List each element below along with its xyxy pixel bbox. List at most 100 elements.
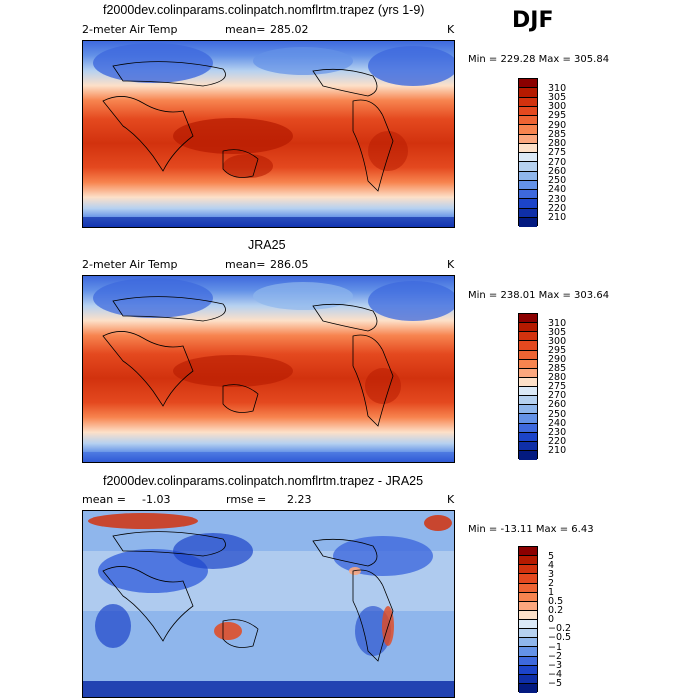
panel1-colorbar-tick: 285 <box>548 128 567 140</box>
panel3-colorbar-swatch <box>519 583 537 593</box>
panel1-units: K <box>447 23 455 36</box>
panel3-colorbar-swatch <box>519 574 537 584</box>
panel3-colorbar-tick: −5 <box>548 677 563 689</box>
panel3-colorbar-tick: 4 <box>548 559 555 571</box>
panel2-colorbar-tick: 280 <box>548 372 567 384</box>
panel2-colorbar-tick: 230 <box>548 426 567 438</box>
panel1-colorbar-swatch <box>519 190 537 200</box>
panel2-colorbar <box>518 313 538 460</box>
panel1-colorbar-swatch <box>519 171 537 181</box>
panel1-colorbar-swatch <box>519 208 537 218</box>
panel3-colorbar-swatch <box>519 674 537 684</box>
panel2-colorbar-tick: 295 <box>548 344 567 356</box>
panel1-colorbar-tick: 300 <box>548 101 567 112</box>
panel2-minmax: Min = 238.01 Max = 303.64 <box>468 290 610 301</box>
panel3-colorbar-swatch <box>519 656 537 666</box>
panel1-colorbar-swatch <box>519 199 537 209</box>
panel1-colorbar-swatch <box>519 97 537 107</box>
panel3-colorbar-swatch <box>519 683 537 693</box>
panel1-colorbar-tick: 220 <box>548 202 567 214</box>
panel2-mean-value: 286.05 <box>270 258 309 271</box>
panel2-colorbar-swatch <box>519 323 537 333</box>
panel3-colorbar-swatch <box>519 547 537 557</box>
panel1-colorbar-tick: 250 <box>548 175 567 186</box>
panel2-map-plot <box>83 276 454 462</box>
panel1-colorbar-tick: 280 <box>548 138 567 149</box>
panel1-colorbar-swatch <box>519 106 537 116</box>
panel1-colorbar <box>518 78 538 227</box>
panel3-colorbar-tick: −4 <box>548 668 563 680</box>
panel2-colorbar-swatch <box>519 432 537 442</box>
panel2-colorbar-tick: 250 <box>548 408 567 420</box>
panel2-colorbar-swatch <box>519 405 537 415</box>
panel3-colorbar-tick: 2 <box>548 577 555 589</box>
panel1-colorbar-swatch <box>519 162 537 172</box>
panel2-colorbar-swatch <box>519 414 537 424</box>
panel2-title: JRA25 <box>248 238 286 252</box>
panel2-colorbar-tick: 285 <box>548 363 567 374</box>
panel3-colorbar-tick: 5 <box>548 550 555 562</box>
panel3-colorbar-tick: −1 <box>548 641 563 653</box>
panel1-colorbar-tick: 290 <box>548 119 567 131</box>
panel1-colorbar-tick: 270 <box>548 156 567 168</box>
panel3-colorbar-tick: −3 <box>548 659 563 671</box>
panel3-map <box>82 510 455 698</box>
panel3-mean-value: -1.03 <box>142 493 171 506</box>
panel2-colorbar-swatch <box>519 350 537 360</box>
panel1-colorbar-swatch <box>519 134 537 144</box>
panel3-colorbar-swatch <box>519 601 537 611</box>
panel1-colorbar-swatch <box>519 217 537 227</box>
panel2-units: K <box>447 258 455 271</box>
panel3-map-plot <box>83 511 454 697</box>
panel1-colorbar-swatch <box>519 125 537 135</box>
panel1-colorbar-tick: 305 <box>548 91 567 103</box>
panel1-title: f2000dev.colinparams.colinpatch.nomflrtm… <box>103 3 425 17</box>
panel1-colorbar-tick: 295 <box>548 110 567 122</box>
panel3-colorbar-swatch <box>519 556 537 566</box>
panel1-colorbar-tick: 310 <box>548 82 567 94</box>
panel2-colorbar-swatch <box>519 450 537 460</box>
panel2-colorbar-swatch <box>519 441 537 451</box>
panel1-mean-label: mean= <box>225 23 266 36</box>
panel3-colorbar-swatch <box>519 620 537 630</box>
panel1-variable-label: 2-meter Air Temp <box>82 23 178 36</box>
panel1-colorbar-swatch <box>519 153 537 163</box>
panel2-colorbar-swatch <box>519 332 537 342</box>
panel2-colorbar-swatch <box>519 341 537 351</box>
panel1-minmax: Min = 229.28 Max = 305.84 <box>468 54 610 65</box>
season-label: DJF <box>512 8 554 33</box>
panel3-colorbar-tick: −0.2 <box>548 623 572 635</box>
panel3-colorbar-swatch <box>519 565 537 575</box>
panel2-variable-label: 2-meter Air Temp <box>82 258 178 271</box>
panel3-rmse-label: rmse = <box>226 493 267 506</box>
panel2-colorbar-tick: 290 <box>548 353 567 365</box>
panel1-colorbar-swatch <box>519 88 537 98</box>
panel2-colorbar-swatch <box>519 387 537 397</box>
panel2-colorbar-swatch <box>519 396 537 406</box>
panel3-colorbar-swatch <box>519 665 537 675</box>
panel2-colorbar-tick: 240 <box>548 417 567 429</box>
panel3-colorbar-swatch <box>519 629 537 639</box>
panel1-map-plot <box>83 41 454 227</box>
panel3-colorbar-swatch <box>519 610 537 620</box>
panel3-colorbar <box>518 546 538 693</box>
panel2-colorbar-swatch <box>519 377 537 387</box>
panel1-mean-value: 285.02 <box>270 23 309 36</box>
panel1-colorbar-swatch <box>519 79 537 89</box>
panel1-colorbar-swatch <box>519 143 537 153</box>
panel3-units: K <box>447 493 455 506</box>
panel3-colorbar-tick: 3 <box>548 568 555 580</box>
panel1-colorbar-tick: 230 <box>548 193 567 205</box>
panel2-colorbar-swatch <box>519 368 537 378</box>
panel1-map <box>82 40 455 228</box>
panel2-colorbar-tick: 275 <box>548 381 567 393</box>
panel1-colorbar-tick: 260 <box>548 165 567 177</box>
panel1-colorbar-tick: 210 <box>548 212 567 223</box>
panel2-colorbar-swatch <box>519 423 537 433</box>
panel2-colorbar-tick: 260 <box>548 399 567 411</box>
panel3-minmax: Min = -13.11 Max = 6.43 <box>468 524 594 535</box>
panel3-rmse-value: 2.23 <box>287 493 312 506</box>
panel3-colorbar-tick: 0.2 <box>548 605 564 617</box>
panel1-colorbar-tick: 240 <box>548 184 567 196</box>
panel2-mean-label: mean= <box>225 258 266 271</box>
